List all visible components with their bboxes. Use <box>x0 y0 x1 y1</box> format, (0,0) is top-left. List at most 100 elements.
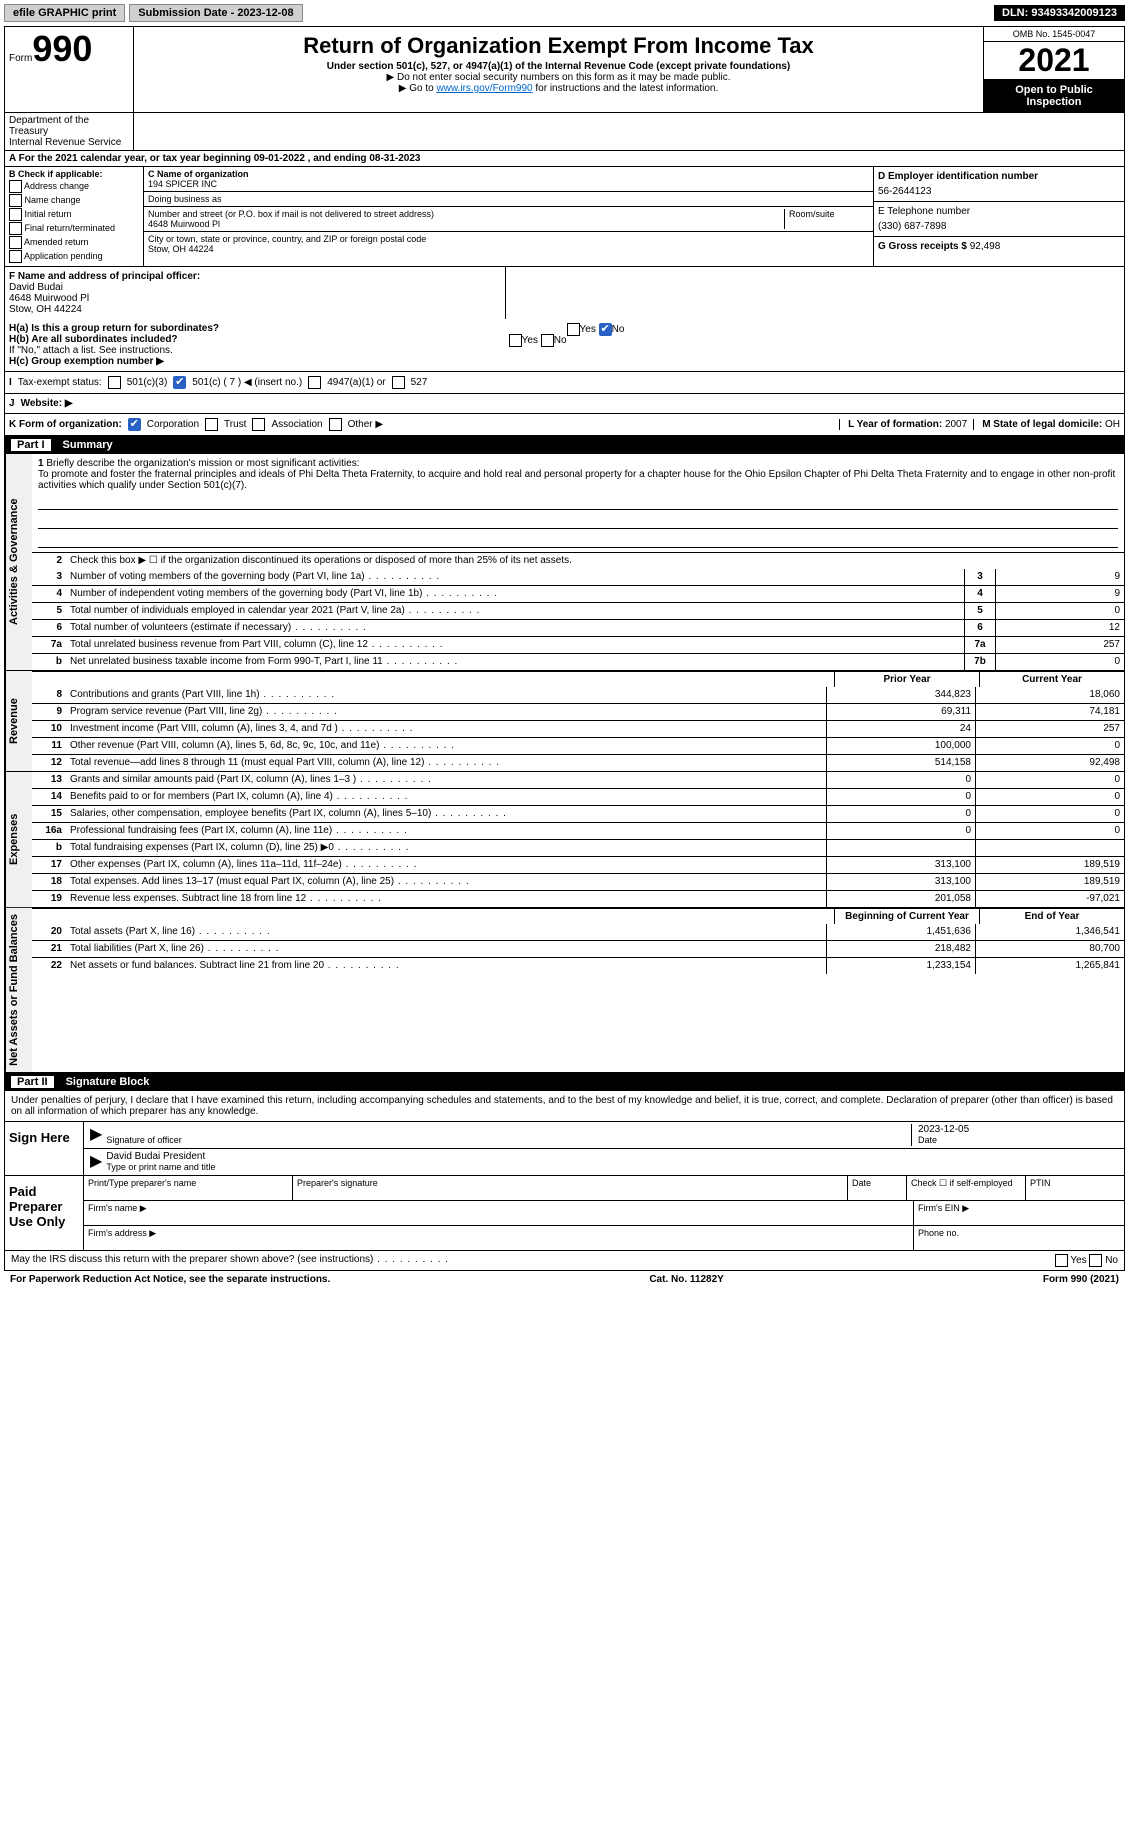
officer-addr1: 4648 Muirwood Pl <box>9 293 89 304</box>
form-header: Form990 Return of Organization Exempt Fr… <box>4 26 1125 113</box>
table-row: 4Number of independent voting members of… <box>32 585 1124 602</box>
right-header-cell: OMB No. 1545-0047 2021 Open to Public In… <box>983 27 1124 112</box>
officer-name: David Budai <box>9 282 63 293</box>
dba-label: Doing business as <box>148 194 222 204</box>
subtitle-1: Under section 501(c), 527, or 4947(a)(1)… <box>138 61 979 72</box>
ha-yes[interactable] <box>567 323 580 336</box>
table-row: 8Contributions and grants (Part VIII, li… <box>32 687 1124 703</box>
check-501c[interactable]: ✔ <box>173 376 186 389</box>
subtitle-3: ▶ Go to www.irs.gov/Form990 for instruct… <box>138 83 979 94</box>
table-row: 14Benefits paid to or for members (Part … <box>32 788 1124 805</box>
vtab-net: Net Assets or Fund Balances <box>5 908 32 1072</box>
city-value: Stow, OH 44224 <box>148 244 214 254</box>
table-row: 11Other revenue (Part VIII, column (A), … <box>32 737 1124 754</box>
section-revenue: Revenue Prior Year Current Year 8Contrib… <box>4 671 1125 772</box>
hb-yes[interactable] <box>509 334 522 347</box>
signature-block: Under penalties of perjury, I declare th… <box>4 1091 1125 1251</box>
k-label: K Form of organization: <box>9 419 122 430</box>
irs-link[interactable]: www.irs.gov/Form990 <box>436 83 532 94</box>
table-row: 22Net assets or fund balances. Subtract … <box>32 957 1124 974</box>
prep-name-label: Print/Type preparer's name <box>84 1176 293 1200</box>
prep-date-label: Date <box>848 1176 907 1200</box>
omb-number: OMB No. 1545-0047 <box>984 27 1124 42</box>
vtab-revenue: Revenue <box>5 671 32 771</box>
mission-text: To promote and foster the fraternal prin… <box>38 469 1115 491</box>
table-row: bTotal fundraising expenses (Part IX, co… <box>32 839 1124 856</box>
check-assoc[interactable] <box>252 418 265 431</box>
hdr-prior-year: Prior Year <box>834 672 979 687</box>
part1-header: Part I Summary <box>4 436 1125 454</box>
section-net-assets: Net Assets or Fund Balances Beginning of… <box>4 908 1125 1073</box>
table-row: 20Total assets (Part X, line 16)1,451,63… <box>32 924 1124 940</box>
table-row: 6Total number of volunteers (estimate if… <box>32 619 1124 636</box>
check-other[interactable] <box>329 418 342 431</box>
part1-num: Part I <box>11 439 51 451</box>
form-footer: Form 990 (2021) <box>1043 1274 1119 1285</box>
table-row: 15Salaries, other compensation, employee… <box>32 805 1124 822</box>
check-amended-return[interactable]: Amended return <box>9 236 139 249</box>
hdr-eoy: End of Year <box>979 909 1124 924</box>
gross-value: 92,498 <box>970 241 1001 252</box>
ha-no[interactable]: ✔ <box>599 323 612 336</box>
submission-date-btn[interactable]: Submission Date - 2023-12-08 <box>129 4 302 22</box>
table-row: 5Total number of individuals employed in… <box>32 602 1124 619</box>
part2-num: Part II <box>11 1076 54 1088</box>
hb-no[interactable] <box>541 334 554 347</box>
dept-row: Department of the TreasuryInternal Reven… <box>4 113 1125 151</box>
table-row: bNet unrelated business taxable income f… <box>32 653 1124 670</box>
tax-year: 2021 <box>984 42 1124 80</box>
block-bcd: B Check if applicable: Address change Na… <box>4 167 1125 267</box>
prep-sig-label: Preparer's signature <box>293 1176 848 1200</box>
hdr-current-year: Current Year <box>979 672 1124 687</box>
check-4947[interactable] <box>308 376 321 389</box>
discuss-yes[interactable] <box>1055 1254 1068 1267</box>
vtab-expenses: Expenses <box>5 772 32 907</box>
discuss-no[interactable] <box>1089 1254 1102 1267</box>
tel-label: E Telephone number <box>878 206 970 217</box>
check-527[interactable] <box>392 376 405 389</box>
prep-check-label: Check ☐ if self-employed <box>907 1176 1026 1200</box>
col-h-group: H(a) Is this a group return for subordin… <box>5 319 628 371</box>
sign-here-label: Sign Here <box>5 1122 84 1175</box>
subtitle-2: ▶ Do not enter social security numbers o… <box>138 72 979 83</box>
tel-value: (330) 687-7898 <box>878 221 1120 232</box>
vtab-governance: Activities & Governance <box>5 454 32 670</box>
dln-label: DLN: 93493342009123 <box>994 5 1125 21</box>
may-discuss-row: May the IRS discuss this return with the… <box>4 1251 1125 1271</box>
section-expenses: Expenses 13Grants and similar amounts pa… <box>4 772 1125 908</box>
j-website: Website: ▶ <box>21 398 73 409</box>
table-row: 13Grants and similar amounts paid (Part … <box>32 772 1124 788</box>
col-b-checkboxes: B Check if applicable: Address change Na… <box>5 167 144 266</box>
prep-ptin-label: PTIN <box>1026 1176 1124 1200</box>
hdr-boy: Beginning of Current Year <box>834 909 979 924</box>
arrow-icon: ▶ <box>90 1124 102 1146</box>
col-c-org-info: C Name of organization 194 SPICER INC Do… <box>144 167 873 266</box>
table-row: 9Program service revenue (Part VIII, lin… <box>32 703 1124 720</box>
check-application-pending[interactable]: Application pending <box>9 250 139 263</box>
hb-label: H(b) Are all subordinates included? <box>9 334 178 345</box>
check-corp[interactable]: ✔ <box>128 418 141 431</box>
q2-text: Check this box ▶ ☐ if the organization d… <box>66 553 1124 569</box>
table-row: 3Number of voting members of the governi… <box>32 569 1124 585</box>
hc-label: H(c) Group exemption number ▶ <box>9 356 624 367</box>
dept-treasury: Department of the TreasuryInternal Reven… <box>5 113 134 150</box>
check-name-change[interactable]: Name change <box>9 194 139 207</box>
row-a-tax-year: A For the 2021 calendar year, or tax yea… <box>4 151 1125 167</box>
table-row: 7aTotal unrelated business revenue from … <box>32 636 1124 653</box>
firm-ein-label: Firm's EIN ▶ <box>914 1201 1124 1225</box>
efile-label: efile GRAPHIC print <box>4 4 125 22</box>
officer-addr2: Stow, OH 44224 <box>9 304 82 315</box>
street-label: Number and street (or P.O. box if mail i… <box>148 209 434 219</box>
f-label: F Name and address of principal officer: <box>9 271 200 282</box>
mission-label: Briefly describe the organization's miss… <box>46 458 359 469</box>
paid-preparer-label: Paid Preparer Use Only <box>5 1176 84 1250</box>
block-fhijk: F Name and address of principal officer:… <box>4 267 1125 436</box>
check-501c3[interactable] <box>108 376 121 389</box>
check-initial-return[interactable]: Initial return <box>9 208 139 221</box>
col-f-officer: F Name and address of principal officer:… <box>5 267 506 319</box>
arrow-icon: ▶ <box>90 1151 102 1173</box>
check-trust[interactable] <box>205 418 218 431</box>
check-final-return[interactable]: Final return/terminated <box>9 222 139 235</box>
check-address-change[interactable]: Address change <box>9 180 139 193</box>
part1-title: Summary <box>63 439 113 451</box>
